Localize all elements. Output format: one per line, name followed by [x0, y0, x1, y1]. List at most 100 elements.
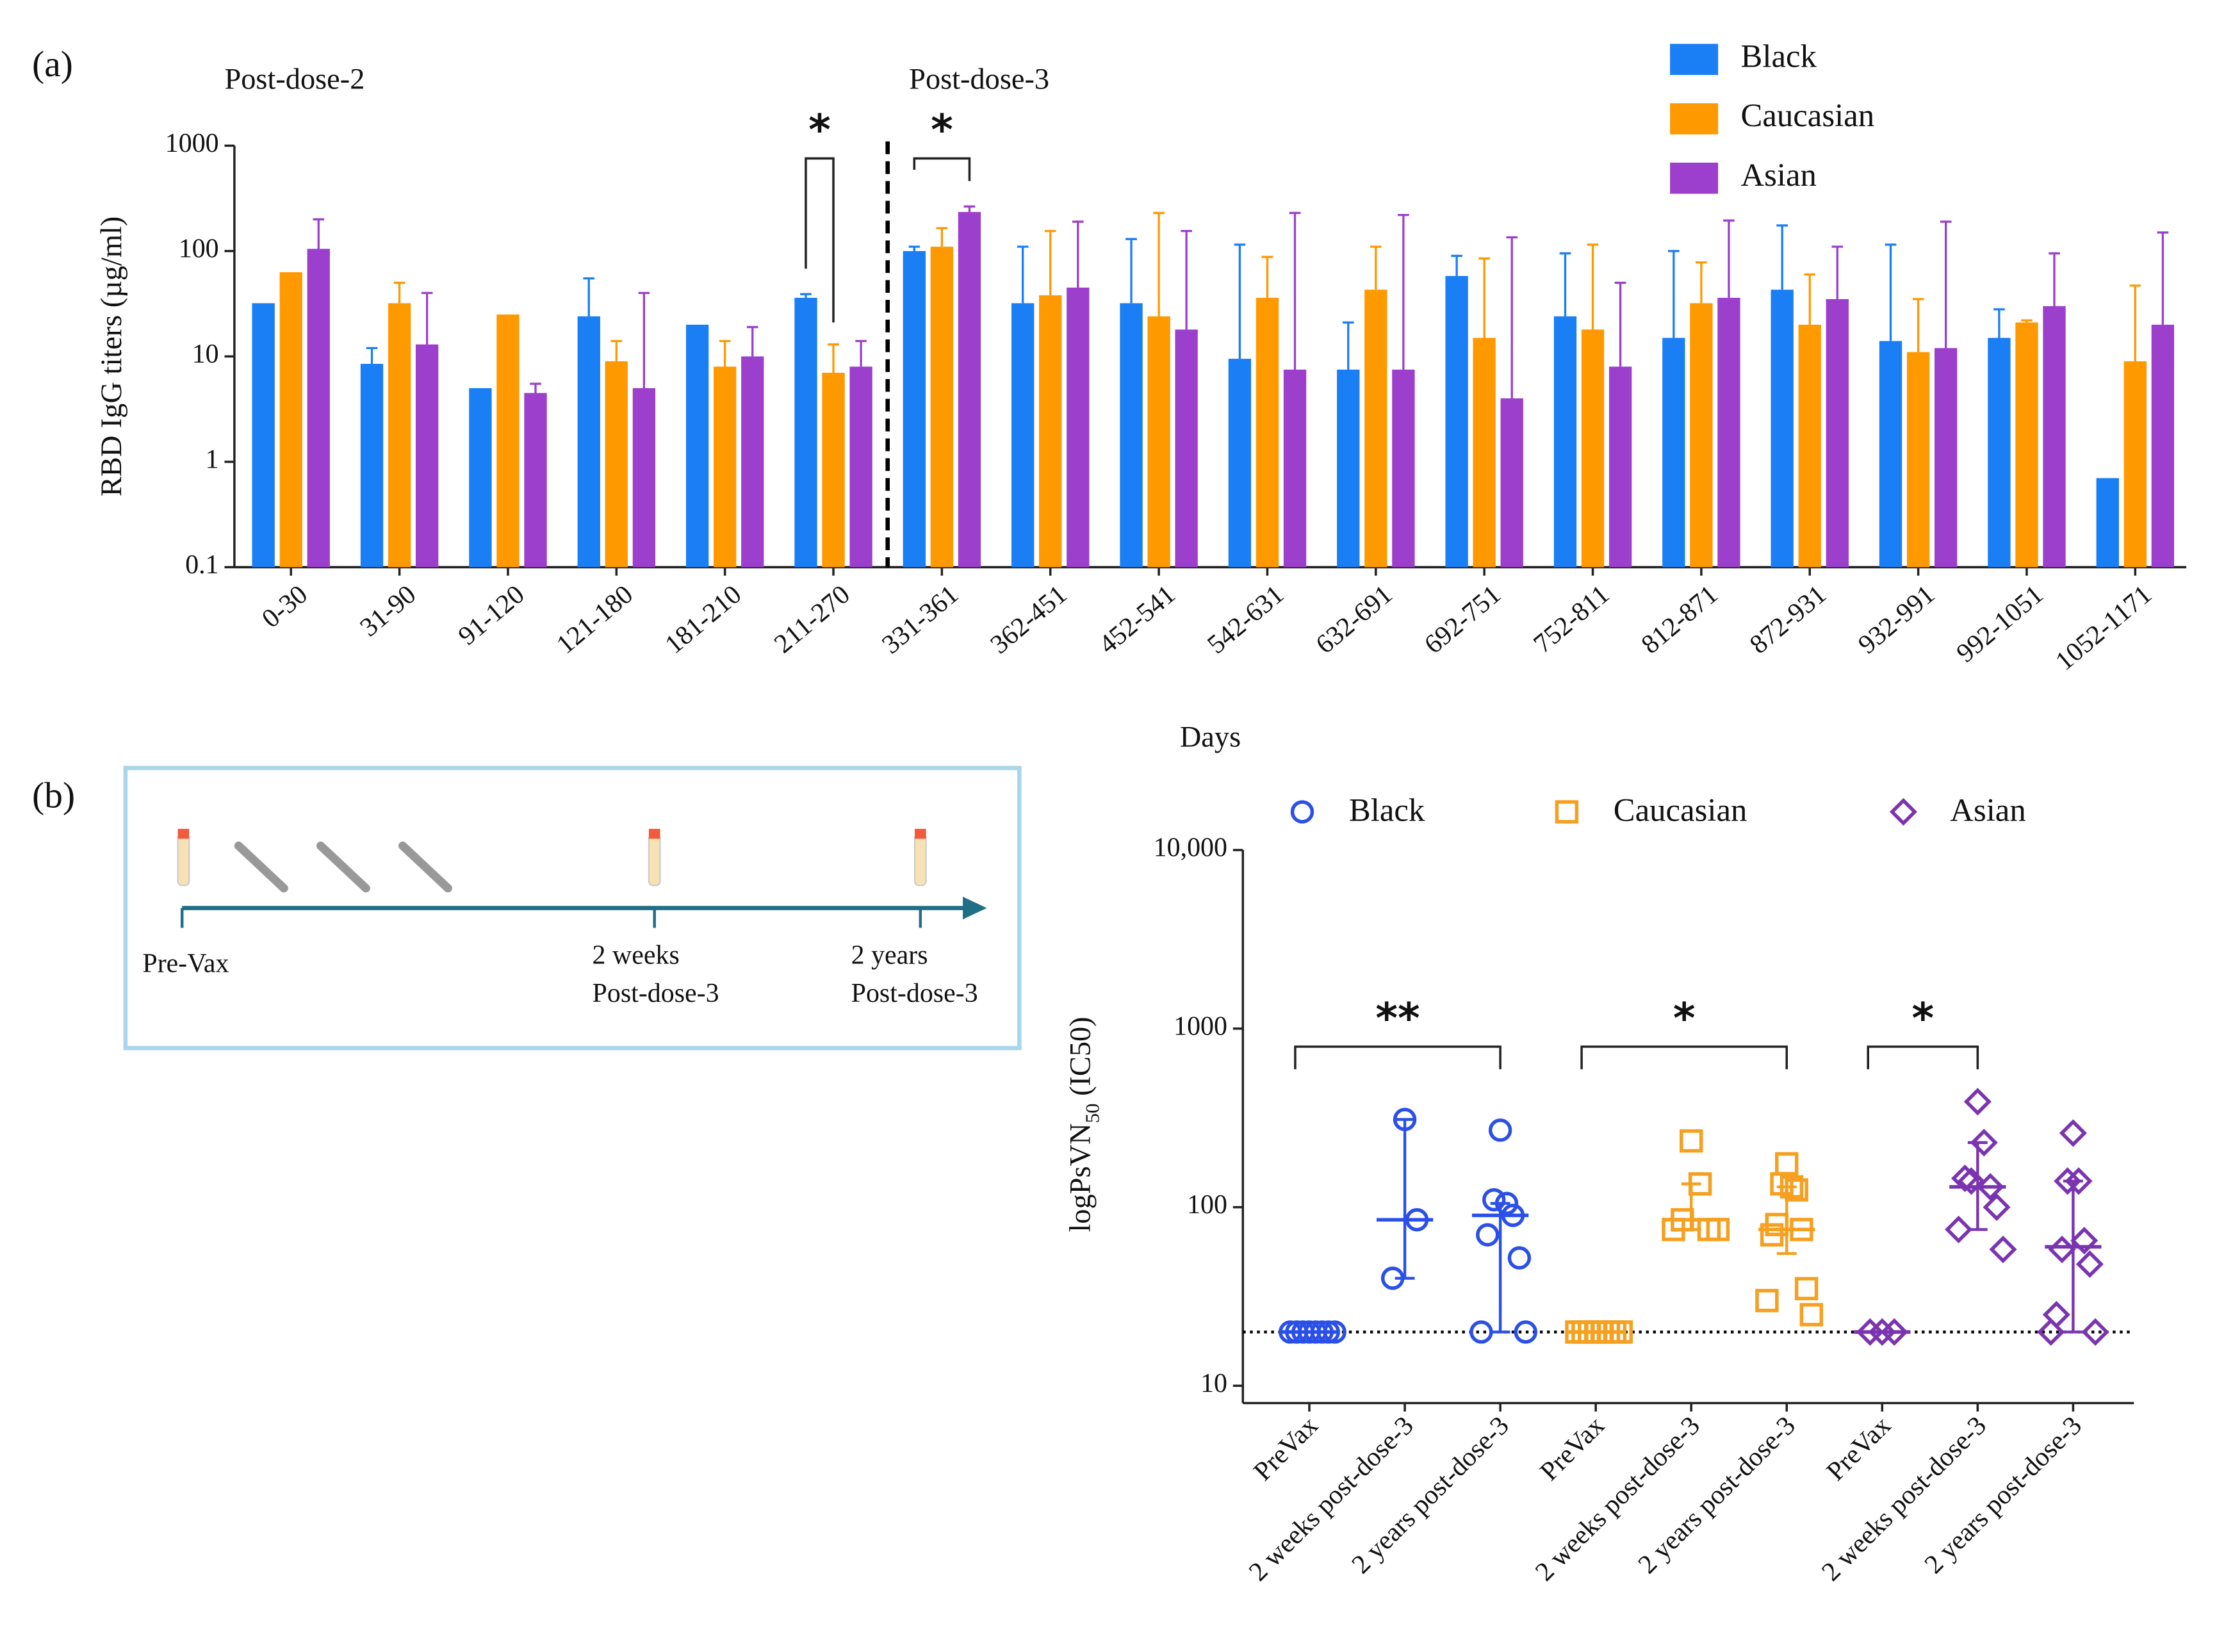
significance-bracket [913, 157, 971, 181]
data-point [1951, 1165, 1979, 1193]
significance-bracket [805, 157, 835, 323]
bar [849, 366, 872, 568]
bar [1364, 290, 1387, 568]
significance-label: * [1911, 994, 1934, 1043]
data-point [1945, 1215, 1973, 1243]
x-tick-label: 2 years post-dose-3 [1633, 1411, 1801, 1580]
x-tick-label: 362-451 [985, 580, 1073, 660]
significance-bracket [1294, 1045, 1501, 1070]
legend-label: Black [1740, 38, 1817, 74]
bar [958, 211, 981, 568]
bar [388, 303, 411, 568]
bar [252, 303, 275, 568]
bar [1581, 329, 1605, 568]
y-tick-label: 100 [179, 234, 219, 264]
bar [2043, 306, 2066, 568]
annotation: Post-dose-3 [909, 63, 1049, 96]
bar [685, 324, 709, 568]
bar [279, 272, 302, 568]
x-tick-label: 181-210 [660, 580, 748, 660]
timeline-label: Pre-Vax [142, 949, 229, 979]
bar [1392, 369, 1415, 568]
bar [307, 249, 330, 568]
blood-tube-icons [177, 828, 927, 887]
y-axis-title-part: logPsVN [1064, 1123, 1097, 1232]
legend-label: Asian [1950, 792, 2025, 828]
data-point [1290, 800, 1314, 824]
data-point [1555, 800, 1579, 824]
bar [1608, 366, 1632, 568]
bar [1473, 338, 1496, 568]
data-point [1488, 1118, 1512, 1142]
y-tick-label: 1000 [165, 129, 219, 158]
bar [741, 356, 764, 568]
bar [2151, 324, 2175, 568]
data-point [1989, 1235, 2017, 1264]
data-point [1775, 1152, 1799, 1176]
x-tick-label: 211-270 [769, 580, 855, 659]
bar [605, 361, 628, 568]
bar [496, 314, 519, 568]
x-tick-label: 1052-1171 [2050, 580, 2157, 676]
bar [1500, 398, 1523, 568]
data-point [1983, 1193, 2011, 1222]
x-axis-title: Days [1180, 721, 1241, 753]
significance-bracket [1580, 1045, 1788, 1070]
data-point [1514, 1320, 1538, 1344]
data-point [1856, 1318, 1884, 1346]
data-point [2075, 1250, 2104, 1279]
x-tick-label: 2 weeks post-dose-3 [1816, 1411, 1992, 1587]
bar [1906, 352, 1930, 568]
bar [1039, 295, 1062, 568]
x-tick-label: 452-541 [1093, 580, 1181, 660]
bar [1879, 341, 1902, 568]
panel-label: (a) [32, 44, 73, 85]
x-tick-label: 752-811 [1528, 580, 1615, 659]
legend-label: Black [1349, 792, 1425, 828]
data-point [1469, 1320, 1493, 1344]
x-tick-label: 0-30 [256, 580, 313, 634]
y-tick-label: 1 [206, 445, 219, 475]
x-tick-label: 2 years post-dose-3 [1919, 1411, 2088, 1580]
bar [822, 372, 845, 568]
bar [794, 297, 817, 568]
data-point [1770, 1172, 1794, 1196]
bar [469, 388, 492, 568]
bar [930, 247, 954, 568]
data-point [1760, 1223, 1784, 1247]
data-point [1976, 1173, 2004, 1201]
bar [1988, 338, 2011, 568]
x-tick-label: 2 years post-dose-3 [1346, 1411, 1515, 1580]
y-axis-title: RBD IgG titers (µg/ml) [95, 217, 128, 496]
data-point [1889, 797, 1917, 826]
timeline-label: 2 years [851, 940, 928, 970]
bar [903, 250, 926, 568]
bar [2015, 322, 2038, 568]
bar [1067, 287, 1090, 568]
data-point [1476, 1223, 1500, 1247]
data-point [1794, 1277, 1819, 1300]
bar [1011, 303, 1035, 568]
panel-label: (b) [32, 776, 75, 816]
annotation: Post-dose-2 [224, 63, 364, 96]
y-tick-label: 1000 [1174, 1011, 1227, 1041]
x-tick-label: 2 weeks post-dose-3 [1530, 1411, 1706, 1587]
bar [1690, 303, 1713, 568]
bar [714, 366, 737, 568]
legend-swatch [1670, 103, 1719, 135]
y-axis-title-part: 50 [1081, 1104, 1103, 1124]
x-tick-label: 91-120 [453, 580, 530, 651]
x-tick-label: 812-871 [1636, 580, 1724, 660]
bar [1553, 316, 1577, 568]
data-point [2048, 1235, 2076, 1264]
bar [1935, 348, 1958, 568]
bar [2096, 478, 2119, 568]
bar [1256, 297, 1279, 568]
data-point [2070, 1227, 2098, 1255]
data-point [1688, 1172, 1712, 1196]
bar [1798, 324, 1821, 568]
bar [1662, 338, 1685, 568]
bar [1175, 329, 1198, 568]
legend-label: Asian [1740, 157, 1816, 193]
